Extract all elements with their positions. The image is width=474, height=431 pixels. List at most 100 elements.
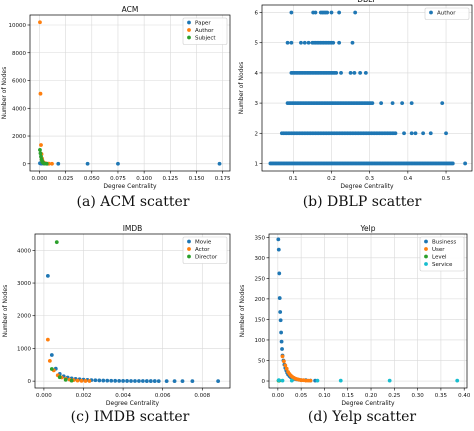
y-tick-label: 200 xyxy=(255,297,266,303)
legend-marker xyxy=(187,28,191,32)
legend-label: Director xyxy=(195,255,218,261)
y-tick-label: 3000 xyxy=(17,281,31,287)
panel-imdb: IMDB 0.000 0.002 0.004 0.006 0.008 0 1000 2000 30… xyxy=(0,222,237,431)
y-tick-label: 300 xyxy=(255,256,266,262)
caption-acm: (a) ACM scatter xyxy=(76,194,190,210)
legend-box xyxy=(182,236,228,264)
data-point xyxy=(38,20,42,25)
data-point xyxy=(140,379,145,383)
data-point xyxy=(79,378,84,383)
data-point xyxy=(276,378,281,383)
y-tick-label: 4 xyxy=(255,71,259,77)
data-point xyxy=(440,101,445,105)
y-tick-label: 1000 xyxy=(17,346,31,352)
data-point xyxy=(54,240,59,245)
data-point xyxy=(190,379,195,384)
x-tick-label: 0.35 xyxy=(435,393,448,399)
data-point xyxy=(308,378,313,383)
x-tick-label: 0.05 xyxy=(295,393,308,399)
y-tick-label: 350 xyxy=(255,235,266,241)
x-tick-label: 0.30 xyxy=(411,393,424,399)
x-tick-label: 0.050 xyxy=(84,176,100,182)
y-tick-label: 1 xyxy=(255,161,259,167)
y-tick-label: 8000 xyxy=(12,51,26,57)
legend-label: User xyxy=(432,247,445,253)
y-tick-label: 5 xyxy=(255,41,259,47)
data-point xyxy=(428,131,433,136)
data-point xyxy=(306,40,311,45)
data-point xyxy=(38,151,43,156)
plot-frame xyxy=(268,233,468,389)
data-point xyxy=(370,101,375,105)
data-point xyxy=(289,10,294,15)
data-point xyxy=(463,161,468,166)
legend-label: Paper xyxy=(195,21,211,27)
x-tick-label: 0.3 xyxy=(365,176,374,182)
data-point xyxy=(85,161,90,166)
data-point xyxy=(283,363,288,368)
legend-box xyxy=(419,236,465,272)
x-tick-label: 0.00 xyxy=(272,393,285,399)
data-point xyxy=(44,161,49,166)
x-tick-label: 0.008 xyxy=(194,393,210,399)
y-axis-label: Number of Nodes xyxy=(239,285,246,338)
data-point xyxy=(113,378,118,383)
data-point xyxy=(279,330,284,335)
data-point xyxy=(156,379,161,384)
y-axis-label: Number of Nodes xyxy=(238,62,245,115)
y-tick-label: 0 xyxy=(262,379,266,385)
data-point xyxy=(282,359,286,364)
x-tick-label: 0.1 xyxy=(289,176,298,182)
data-point xyxy=(352,71,357,75)
x-tick-label: 0.100 xyxy=(136,176,152,182)
data-point xyxy=(152,379,157,383)
legend-marker xyxy=(424,239,428,244)
legend-marker xyxy=(187,239,191,244)
legend-box xyxy=(424,7,470,20)
caption-imdb: (c) IMDB scatter xyxy=(70,409,190,425)
data-point xyxy=(180,379,185,384)
data-point xyxy=(409,101,414,105)
data-point xyxy=(217,161,222,166)
data-point xyxy=(302,40,307,45)
legend-label: Subject xyxy=(195,36,216,42)
legend-label: Movie xyxy=(195,240,212,246)
y-tick-label: 0 xyxy=(23,162,27,168)
acm-scatter-chart: ACM 0.000 0.025 0.050 0.075 0.100 0.125 0.150 0.… xyxy=(1,5,231,190)
chart-title: Yelp xyxy=(359,224,375,233)
data-point xyxy=(38,91,43,96)
x-tick-label: 0.000 xyxy=(32,176,48,182)
legend-label: Business xyxy=(432,240,456,246)
data-point xyxy=(279,339,284,344)
x-tick-label: 0.175 xyxy=(215,176,231,182)
y-axis-label: Number of Nodes xyxy=(1,67,8,120)
legend-marker xyxy=(187,20,191,25)
data-point xyxy=(49,353,54,357)
data-point xyxy=(277,296,282,300)
data-point xyxy=(285,40,290,45)
x-tick-label: 0.20 xyxy=(365,393,378,399)
panel-acm: ACM 0.000 0.025 0.050 0.075 0.100 0.125 0.150 0.… xyxy=(0,0,237,215)
panel-dblp: DBLP 0.1 0.2 0.3 0.4 0.5 1 2 3 4 5 6 Degree Centrali… xyxy=(237,0,474,215)
data-point xyxy=(280,354,285,359)
data-point xyxy=(109,378,114,383)
legend-marker xyxy=(187,247,191,251)
data-point xyxy=(276,247,281,252)
x-tick-label: 0.002 xyxy=(76,393,92,399)
x-axis-label: Degree Centrality xyxy=(103,183,157,190)
data-point xyxy=(280,378,285,383)
plot-frame xyxy=(29,14,231,172)
y-tick-label: 2 xyxy=(255,131,259,137)
data-point xyxy=(87,379,92,383)
data-point xyxy=(338,378,343,383)
data-point xyxy=(56,161,61,166)
data-point xyxy=(45,273,50,278)
data-point xyxy=(334,71,339,75)
data-point xyxy=(278,318,283,323)
data-point xyxy=(402,131,406,136)
data-point xyxy=(276,237,281,242)
data-point xyxy=(348,71,353,75)
x-tick-label: 0.4 xyxy=(403,176,412,182)
data-point xyxy=(121,379,125,383)
data-point xyxy=(125,379,129,383)
